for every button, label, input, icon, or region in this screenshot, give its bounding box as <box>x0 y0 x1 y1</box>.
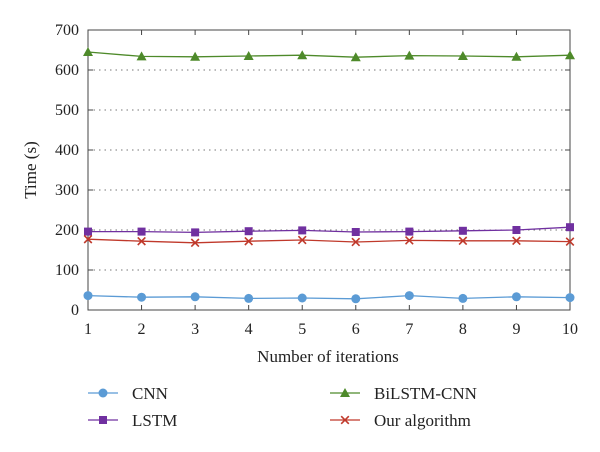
data-point <box>137 227 146 236</box>
data-point <box>404 236 414 245</box>
y-tick-label: 500 <box>55 102 79 119</box>
x-tick-label: 8 <box>459 321 467 338</box>
legend-label: CNN <box>132 384 168 403</box>
y-tick-label: 200 <box>55 222 79 239</box>
data-point <box>351 228 360 236</box>
data-point <box>243 51 254 60</box>
data-point <box>565 237 575 246</box>
data-point <box>244 236 254 246</box>
data-point <box>340 415 350 425</box>
x-tick-label: 10 <box>562 321 578 338</box>
x-tick-label: 6 <box>352 321 360 338</box>
data-point <box>190 238 200 248</box>
data-point <box>511 51 522 61</box>
legend-item: BiLSTM-CNN <box>330 384 477 403</box>
y-tick-label: 100 <box>55 262 79 279</box>
data-point <box>458 226 467 235</box>
y-tick-label: 0 <box>71 302 79 319</box>
data-point <box>297 235 307 245</box>
data-point <box>191 228 200 237</box>
data-point <box>351 237 361 247</box>
data-point <box>83 234 93 244</box>
legend-label: Our algorithm <box>374 411 471 430</box>
legend-label: LSTM <box>132 411 177 430</box>
x-tick-label: 4 <box>245 321 253 338</box>
legend-item: Our algorithm <box>330 411 471 430</box>
data-point <box>83 47 93 56</box>
data-point <box>190 292 200 302</box>
data-point <box>83 291 93 301</box>
data-point <box>244 227 253 236</box>
x-axis-label: Number of iterations <box>257 347 399 366</box>
series-line <box>87 294 571 300</box>
data-point <box>512 226 521 234</box>
data-point <box>511 292 521 302</box>
legend-item: CNN <box>88 384 168 403</box>
data-point <box>458 236 468 246</box>
x-tick-label: 1 <box>84 321 92 338</box>
x-tick-label: 2 <box>138 321 146 338</box>
data-point <box>457 51 468 60</box>
data-point <box>98 388 108 398</box>
data-point <box>350 52 361 62</box>
data-point <box>244 293 254 303</box>
data-point <box>404 291 414 301</box>
axes <box>87 29 571 311</box>
x-tick-label: 3 <box>191 321 199 338</box>
series-line <box>88 226 571 234</box>
y-axis-label: Time (s) <box>21 141 40 198</box>
data-point <box>190 51 201 61</box>
x-tick-label: 9 <box>512 321 520 338</box>
tick-labels: 0 100 200 300 400 500 600 700 1 2 3 4 5 6 7 8 9 10 <box>55 22 578 338</box>
series <box>83 47 575 304</box>
legend-label: BiLSTM-CNN <box>374 384 477 403</box>
series-line <box>87 51 571 58</box>
data-point <box>565 50 575 60</box>
series-lstm <box>84 223 574 237</box>
y-tick-label: 400 <box>55 142 79 159</box>
data-point <box>297 50 308 60</box>
series-our-algorithm <box>83 234 575 248</box>
y-tick-label: 600 <box>55 62 79 79</box>
data-point <box>458 293 468 303</box>
data-point <box>340 388 350 397</box>
x-tick-label: 7 <box>405 321 413 338</box>
grid-lines <box>88 69 570 271</box>
x-tick-label: 5 <box>298 321 306 338</box>
data-point <box>84 227 92 236</box>
data-point <box>512 236 521 246</box>
plot-frame <box>87 29 571 311</box>
data-point <box>565 293 575 303</box>
data-point <box>137 236 146 246</box>
y-tick-label: 300 <box>55 182 79 199</box>
data-point <box>137 292 147 302</box>
data-point <box>566 223 574 232</box>
data-point <box>404 50 415 60</box>
legend-item: LSTM <box>88 411 177 430</box>
data-point <box>298 226 307 235</box>
series-bilstm-cnn <box>83 47 575 62</box>
data-point <box>351 294 361 304</box>
data-point <box>297 293 307 303</box>
series-line <box>87 238 571 244</box>
data-point <box>136 51 147 61</box>
data-point <box>405 227 414 236</box>
legend: CNN LSTM BiLSTM-CNN Our algorithm <box>88 384 477 430</box>
data-point <box>99 416 107 424</box>
series-cnn <box>83 291 575 304</box>
y-tick-label: 700 <box>55 22 79 39</box>
